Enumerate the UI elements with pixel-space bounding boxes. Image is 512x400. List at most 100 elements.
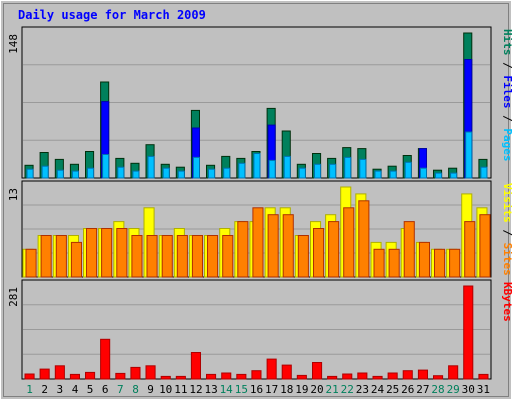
bar-pages-day-11 <box>177 170 185 179</box>
bar-kbytes-day-12 <box>190 352 201 380</box>
x-tick-label-day-10: 10 <box>159 383 172 396</box>
bar-sites-day-27 <box>418 241 430 278</box>
bar-sites-day-16 <box>252 207 264 278</box>
x-tick-label-day-17: 17 <box>265 383 278 396</box>
bar-kbytes-day-14 <box>221 372 232 380</box>
bar-pages-day-5 <box>87 167 95 179</box>
bar-kbytes-day-23 <box>357 372 368 380</box>
bar-pages-day-26 <box>404 161 412 179</box>
x-tick-label-day-16: 16 <box>250 383 263 396</box>
bar-pages-day-18 <box>283 155 291 179</box>
bar-kbytes-day-30 <box>463 285 474 380</box>
bar-kbytes-day-10 <box>160 375 171 380</box>
bar-sites-day-19 <box>297 235 309 278</box>
bar-kbytes-day-3 <box>54 365 65 380</box>
bar-pages-day-28 <box>435 172 443 179</box>
bar-pages-day-1 <box>26 168 34 179</box>
bar-kbytes-day-19 <box>296 374 307 380</box>
bar-kbytes-day-26 <box>402 370 413 380</box>
legend-entry-kbytes: KBytes <box>501 282 512 322</box>
bar-sites-day-4 <box>70 241 83 278</box>
bar-sites-day-30 <box>464 221 476 278</box>
bar-pages-day-22 <box>344 156 352 179</box>
x-tick-label-day-19: 19 <box>295 383 308 396</box>
y-tick-label: 281 <box>7 287 20 307</box>
bar-sites-day-31 <box>479 214 491 278</box>
legend-entry-pages: Pages <box>501 128 512 161</box>
x-tick-label-day-23: 23 <box>356 383 369 396</box>
chart-title: Daily usage for March 2009 <box>18 8 206 22</box>
bar-pages-day-20 <box>314 163 322 179</box>
x-tick-label-day-12: 12 <box>189 383 202 396</box>
x-tick-label-day-18: 18 <box>280 383 293 396</box>
bar-kbytes-day-1 <box>24 373 35 380</box>
x-tick-label-day-29: 29 <box>447 383 460 396</box>
bar-kbytes-day-9 <box>145 365 156 380</box>
bar-sites-day-18 <box>282 214 294 278</box>
bar-kbytes-day-16 <box>251 370 262 380</box>
bar-pages-day-15 <box>238 162 246 179</box>
bar-pages-day-25 <box>389 170 397 179</box>
x-tick-label-day-24: 24 <box>371 383 385 396</box>
bar-sites-day-28 <box>434 248 446 278</box>
bar-pages-day-21 <box>329 163 337 179</box>
bar-kbytes-day-27 <box>417 369 428 380</box>
bar-kbytes-day-13 <box>206 373 217 380</box>
bar-sites-day-5 <box>86 228 98 278</box>
bar-kbytes-day-17 <box>266 358 277 380</box>
x-tick-label-day-9: 9 <box>147 383 154 396</box>
legend-separator: / <box>501 223 512 243</box>
x-tick-label-day-30: 30 <box>462 383 475 396</box>
bar-sites-day-29 <box>449 248 461 278</box>
bar-sites-day-17 <box>267 214 279 278</box>
bar-kbytes-day-15 <box>236 373 247 380</box>
bar-kbytes-day-28 <box>433 375 444 380</box>
bar-kbytes-day-2 <box>39 368 50 380</box>
bar-pages-day-14 <box>223 167 231 179</box>
series-legend: Hits / Files / Pages <box>501 29 512 162</box>
series-legend: KBytes <box>501 282 512 322</box>
x-tick-label-day-22: 22 <box>341 383 354 396</box>
bar-kbytes-day-18 <box>281 364 292 380</box>
x-tick-label-day-25: 25 <box>386 383 399 396</box>
legend-entry-files: Files <box>501 75 512 108</box>
bar-pages-day-6 <box>102 154 110 179</box>
bar-pages-day-2 <box>41 165 49 179</box>
bar-sites-day-11 <box>176 235 188 278</box>
bar-pages-day-31 <box>480 166 488 179</box>
x-tick-label-day-15: 15 <box>235 383 248 396</box>
bar-pages-day-24 <box>374 170 382 179</box>
x-tick-label-day-31: 31 <box>477 383 490 396</box>
bar-pages-day-17 <box>268 159 276 179</box>
bar-pages-day-27 <box>419 167 427 179</box>
bar-kbytes-day-11 <box>175 375 186 380</box>
x-tick-label-day-14: 14 <box>220 383 234 396</box>
bar-kbytes-day-24 <box>372 375 383 380</box>
x-tick-label-day-6: 6 <box>102 383 109 396</box>
x-tick-label-day-27: 27 <box>416 383 429 396</box>
x-tick-label-day-11: 11 <box>174 383 187 396</box>
legend-separator: / <box>501 56 512 76</box>
bar-sites-day-20 <box>313 228 325 278</box>
bar-kbytes-day-5 <box>85 371 96 380</box>
bar-sites-day-24 <box>373 248 385 278</box>
bar-sites-day-13 <box>207 235 219 278</box>
x-tick-label-day-8: 8 <box>132 383 139 396</box>
x-tick-label-day-5: 5 <box>87 383 94 396</box>
bar-kbytes-day-6 <box>100 338 111 380</box>
bar-sites-day-25 <box>388 248 400 278</box>
bar-sites-day-26 <box>403 221 415 278</box>
bar-kbytes-day-29 <box>448 365 459 380</box>
y-tick-label: 13 <box>7 188 20 201</box>
bar-pages-day-12 <box>192 156 200 179</box>
x-tick-label-day-20: 20 <box>310 383 323 396</box>
bar-pages-day-29 <box>450 172 458 179</box>
x-tick-label-day-21: 21 <box>325 383 338 396</box>
bar-pages-day-7 <box>117 166 125 179</box>
bar-pages-day-3 <box>56 169 64 179</box>
bar-sites-day-10 <box>161 235 173 278</box>
bar-sites-day-15 <box>237 221 249 278</box>
bar-sites-day-6 <box>101 228 113 278</box>
bar-pages-day-10 <box>162 167 170 179</box>
